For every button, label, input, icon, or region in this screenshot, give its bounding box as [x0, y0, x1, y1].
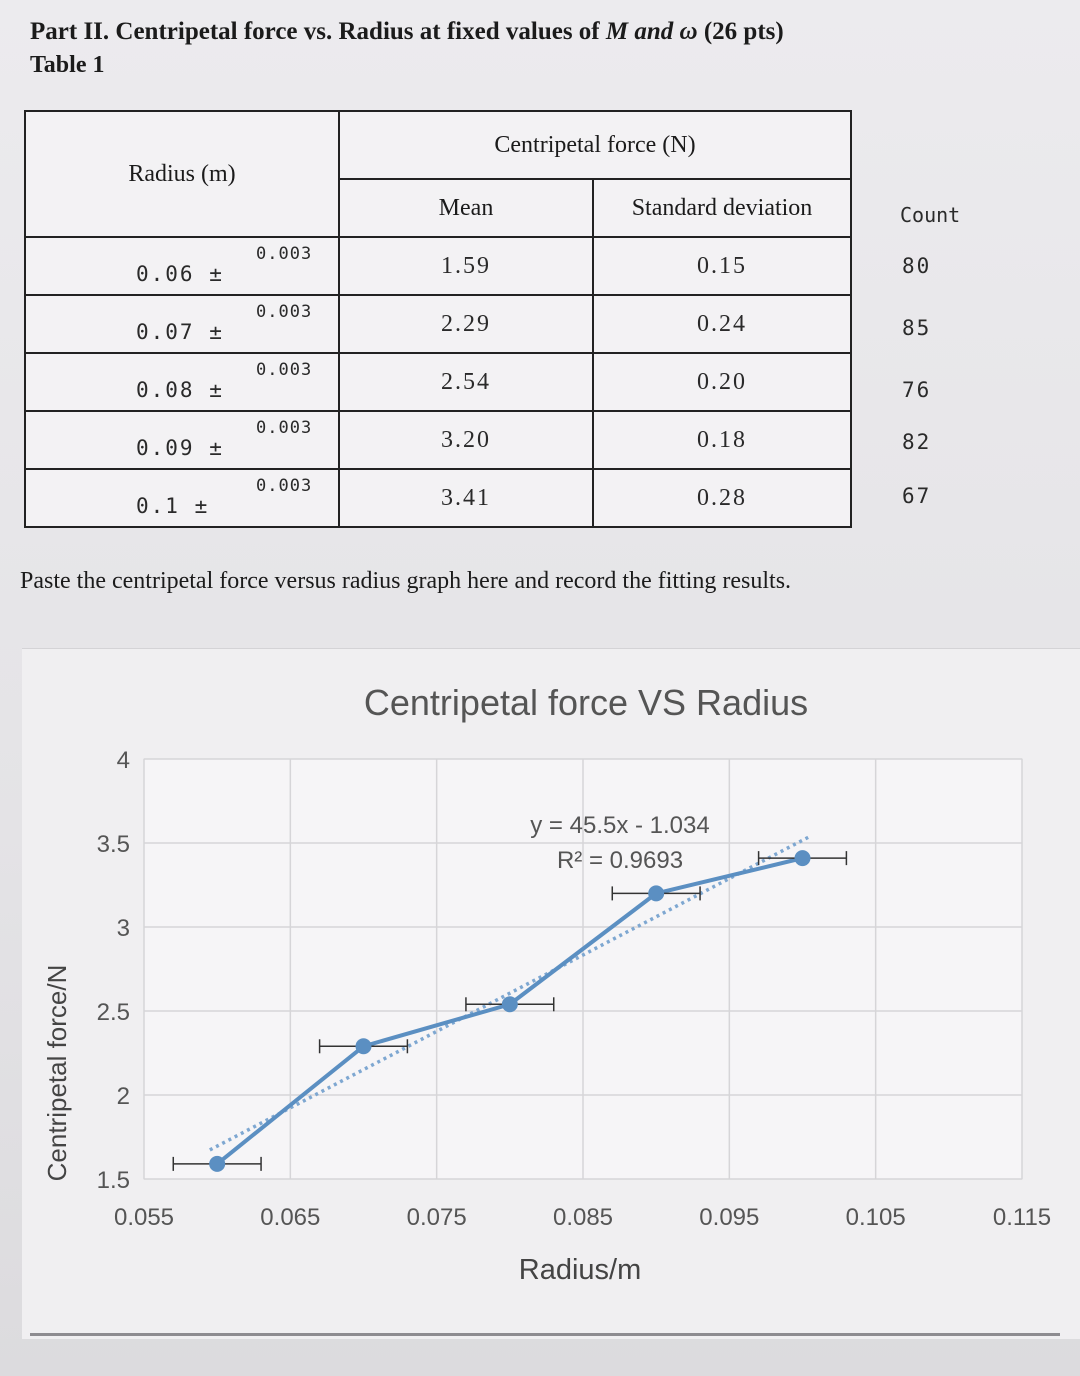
- chart-svg: Centripetal force VS Radius 1.5 2 2.5 3 3.5 4…: [42, 682, 1051, 1286]
- y-tick-label: 3.5: [97, 831, 130, 858]
- mean-cell: 3.20: [338, 410, 594, 470]
- chart-grid: [143, 758, 1023, 1180]
- count-value: 82: [902, 430, 932, 454]
- y-tick-label: 2.5: [97, 999, 130, 1026]
- data-table: Radius (m) Centripetal force (N) Mean St…: [24, 110, 852, 528]
- data-point: [501, 996, 518, 1013]
- radius-cell: 0.1 ± 0.003: [24, 468, 340, 528]
- x-tick-label: 0.055: [114, 1204, 174, 1231]
- radius-uncertainty: 0.003: [256, 360, 313, 380]
- count-header: Count: [900, 203, 961, 227]
- std-cell: 0.18: [592, 410, 852, 470]
- data-point: [794, 850, 811, 867]
- y-tick-label: 2: [117, 1083, 130, 1110]
- y-tick-label: 1.5: [97, 1167, 130, 1194]
- x-axis-ticks: 0.055 0.065 0.075 0.085 0.095 0.105 0.115: [114, 1204, 1051, 1231]
- count-value: 67: [902, 484, 932, 508]
- radius-value: 0.07 ±: [136, 320, 224, 344]
- radius-cell: 0.09 ± 0.003: [24, 410, 340, 470]
- std-cell: 0.15: [592, 236, 852, 296]
- table-row: 0.1 ± 0.003 3.41 0.28: [24, 468, 852, 528]
- radius-uncertainty: 0.003: [256, 244, 313, 264]
- x-tick-label: 0.065: [260, 1204, 320, 1231]
- data-point: [209, 1155, 226, 1172]
- mean-cell: 1.59: [338, 236, 594, 296]
- table-row: 0.06 ± 0.003 1.59 0.15: [24, 236, 852, 296]
- radius-cell: 0.08 ± 0.003: [24, 352, 340, 412]
- mean-cell: 2.54: [338, 352, 594, 412]
- y-tick-label: 3: [117, 915, 130, 942]
- chart-title: Centripetal force VS Radius: [364, 682, 808, 723]
- y-axis-label: Centripetal force/N: [42, 965, 72, 1182]
- radius-uncertainty: 0.003: [256, 476, 313, 496]
- data-point: [648, 885, 665, 902]
- chart-panel: Centripetal force VS Radius 1.5 2 2.5 3 3.5 4…: [22, 648, 1080, 1339]
- table-label: Table 1: [30, 52, 105, 78]
- x-tick-label: 0.115: [993, 1204, 1051, 1231]
- count-value: 85: [902, 316, 932, 340]
- data-point: [355, 1038, 372, 1055]
- std-cell: 0.28: [592, 468, 852, 528]
- radius-value: 0.1 ±: [136, 494, 210, 518]
- radius-uncertainty: 0.003: [256, 302, 313, 322]
- x-tick-label: 0.095: [699, 1204, 759, 1231]
- mean-cell: 3.41: [338, 468, 594, 528]
- header-radius: Radius (m): [24, 110, 340, 238]
- header-centripetal-force: Centripetal force (N): [338, 110, 852, 180]
- table-row: 0.07 ± 0.003 2.29 0.24: [24, 294, 852, 354]
- equation-annotation: y = 45.5x - 1.034: [530, 812, 709, 839]
- radius-cell: 0.07 ± 0.003: [24, 294, 340, 354]
- radius-value: 0.06 ±: [136, 262, 224, 286]
- radius-value: 0.08 ±: [136, 378, 224, 402]
- y-axis-ticks: 1.5 2 2.5 3 3.5 4: [97, 747, 130, 1194]
- instruction-text: Paste the centripetal force versus radiu…: [20, 568, 792, 594]
- count-value: 80: [902, 254, 932, 278]
- std-cell: 0.24: [592, 294, 852, 354]
- r-squared-annotation: R² = 0.9693: [557, 847, 683, 874]
- mean-cell: 2.29: [338, 294, 594, 354]
- radius-uncertainty: 0.003: [256, 418, 313, 438]
- table-row: 0.08 ± 0.003 2.54 0.20: [24, 352, 852, 412]
- x-tick-label: 0.105: [846, 1204, 906, 1231]
- y-tick-label: 4: [117, 747, 130, 774]
- std-cell: 0.20: [592, 352, 852, 412]
- page-edge-line: [30, 1333, 1060, 1336]
- x-tick-label: 0.085: [553, 1204, 613, 1231]
- count-value: 76: [902, 378, 932, 402]
- section-title: Part II. Centripetal force vs. Radius at…: [30, 18, 784, 45]
- radius-value: 0.09 ±: [136, 436, 224, 460]
- title-italic-variables: M and ω: [605, 18, 698, 45]
- table-row: 0.09 ± 0.003 3.20 0.18: [24, 410, 852, 470]
- header-standard-deviation: Standard deviation: [592, 178, 852, 238]
- radius-cell: 0.06 ± 0.003: [24, 236, 340, 296]
- trendline: [209, 834, 811, 1152]
- header-mean: Mean: [338, 178, 594, 238]
- x-axis-label: Radius/m: [519, 1254, 642, 1286]
- x-tick-label: 0.075: [407, 1204, 467, 1231]
- series-group: [172, 850, 848, 1172]
- trendline-group: [209, 834, 811, 1152]
